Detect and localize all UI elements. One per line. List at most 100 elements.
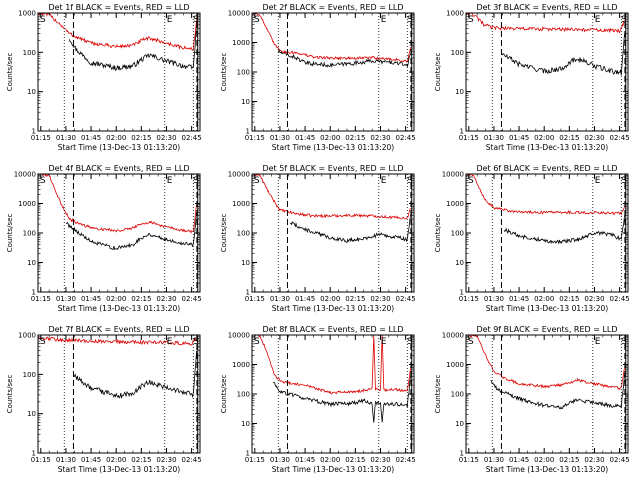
y-axis-label: Counts/sec <box>6 53 14 92</box>
x-tick-label: 01:45 <box>509 134 529 142</box>
corner-label-far-right: S <box>193 337 199 347</box>
y-tick-label: 10 <box>27 410 36 418</box>
y-tick-label: 1 <box>460 128 464 136</box>
y-tick-label: 1 <box>32 450 36 458</box>
corner-label-right: E <box>381 176 387 186</box>
plot-frame <box>251 173 415 293</box>
x-axis-label: Start Time (13-Dec-13 01:13:20) <box>58 304 180 313</box>
x-tick-label: 02:00 <box>534 134 554 142</box>
chart-title: Det 6f BLACK = Events, RED = LLD <box>476 164 617 173</box>
detector-chart-9: Det 9f BLACK = Events, RED = LLD Counts/s… <box>434 325 630 474</box>
x-tick-label: 01:15 <box>459 134 479 142</box>
y-tick-label: 10000 <box>14 171 36 179</box>
x-tick-label: 02:15 <box>131 295 151 303</box>
corner-label-far-right: S <box>621 176 627 186</box>
x-axis-label: Start Time (13-Dec-13 01:13:20) <box>272 465 394 474</box>
x-tick-label: 01:30 <box>56 295 76 303</box>
y-tick-label: 10 <box>241 98 250 106</box>
x-tick-label: 01:15 <box>31 456 51 464</box>
y-tick-label: 1000 <box>446 10 464 18</box>
x-tick-label: 02:00 <box>320 295 340 303</box>
y-tick-label: 1 <box>246 128 250 136</box>
y-tick-label: 100 <box>23 371 36 379</box>
x-tick-label: 02:15 <box>559 134 579 142</box>
x-tick-label: 01:30 <box>484 456 504 464</box>
events-series-line <box>73 350 197 400</box>
lld-series-line <box>466 335 625 390</box>
y-tick-label: 1000 <box>446 361 464 369</box>
y-tick-label: 10 <box>455 88 464 96</box>
plot-frame <box>465 12 629 132</box>
corner-label-left: S <box>40 15 46 25</box>
plot-frame <box>37 173 201 293</box>
x-axis-label: Start Time (13-Dec-13 01:13:20) <box>486 143 608 152</box>
y-tick-label: 10000 <box>228 332 250 340</box>
chart-title: Det 8f BLACK = Events, RED = LLD <box>262 325 403 334</box>
y-tick-label: 1000 <box>18 200 36 208</box>
x-tick-label: 02:00 <box>320 134 340 142</box>
events-series-line <box>490 373 625 410</box>
x-tick-label: 01:45 <box>509 295 529 303</box>
events-series-line <box>501 33 625 76</box>
corner-label-far-right: S <box>193 15 199 25</box>
chart-title: Det 3f BLACK = Events, RED = LLD <box>476 3 617 12</box>
events-series-line <box>68 24 197 71</box>
corner-label-left: S <box>468 176 474 186</box>
y-tick-label: 1000 <box>232 361 250 369</box>
corner-label-left: S <box>40 176 46 186</box>
plot-frame <box>251 334 415 454</box>
x-tick-label: 01:15 <box>31 134 51 142</box>
y-tick-label: 1000 <box>18 332 36 340</box>
y-axis-label: Counts/sec <box>434 214 442 253</box>
y-tick-label: 10 <box>27 259 36 267</box>
y-axis-label: Counts/sec <box>434 375 442 414</box>
x-axis-label: Start Time (13-Dec-13 01:13:20) <box>272 304 394 313</box>
x-tick-label: 02:15 <box>559 295 579 303</box>
x-axis-label: Start Time (13-Dec-13 01:13:20) <box>58 465 180 474</box>
events-series-line <box>503 215 625 245</box>
y-tick-label: 1000 <box>232 39 250 47</box>
lld-series-line <box>252 335 411 395</box>
x-tick-label: 01:30 <box>484 295 504 303</box>
x-tick-label: 02:00 <box>534 456 554 464</box>
detector-chart-3: Det 3f BLACK = Events, RED = LLD Counts/s… <box>434 3 630 152</box>
x-tick-label: 02:30 <box>584 456 604 464</box>
corner-label-far-right: S <box>407 15 413 25</box>
x-tick-label: 02:30 <box>156 295 176 303</box>
x-axis-label: Start Time (13-Dec-13 01:13:20) <box>58 143 180 152</box>
x-axis-label: Start Time (13-Dec-13 01:13:20) <box>486 465 608 474</box>
x-tick-label: 02:45 <box>396 456 416 464</box>
y-tick-label: 100 <box>237 230 250 238</box>
detector-chart-1: Det 1f BLACK = Events, RED = LLD Counts/s… <box>6 3 202 152</box>
x-tick-label: 01:15 <box>245 134 265 142</box>
corner-label-right: E <box>595 15 601 25</box>
x-tick-label: 01:15 <box>459 295 479 303</box>
y-axis-label: Counts/sec <box>6 375 14 414</box>
x-tick-label: 02:30 <box>370 134 390 142</box>
x-tick-label: 02:00 <box>534 295 554 303</box>
x-tick-label: 02:45 <box>610 134 630 142</box>
y-tick-label: 100 <box>237 69 250 77</box>
corner-label-left: S <box>254 15 260 25</box>
corner-label-left: S <box>254 176 260 186</box>
x-tick-label: 01:30 <box>270 295 290 303</box>
x-tick-label: 02:15 <box>131 456 151 464</box>
x-tick-label: 02:15 <box>559 456 579 464</box>
x-tick-label: 02:15 <box>345 295 365 303</box>
corner-label-far-right: S <box>621 337 627 347</box>
x-tick-label: 02:00 <box>106 295 126 303</box>
x-tick-label: 01:45 <box>509 456 529 464</box>
y-axis-label: Counts/sec <box>6 214 14 253</box>
x-tick-label: 02:45 <box>610 456 630 464</box>
x-tick-label: 01:30 <box>270 134 290 142</box>
x-tick-label: 01:45 <box>295 134 315 142</box>
events-series-line <box>272 376 411 423</box>
y-tick-label: 100 <box>451 230 464 238</box>
corner-label-left: S <box>40 337 46 347</box>
y-tick-label: 1 <box>246 289 250 297</box>
x-tick-label: 02:00 <box>320 456 340 464</box>
corner-label-right: E <box>167 15 173 25</box>
lld-series-line <box>38 13 197 51</box>
y-axis-label: Counts/sec <box>220 53 228 92</box>
x-tick-label: 02:15 <box>131 134 151 142</box>
